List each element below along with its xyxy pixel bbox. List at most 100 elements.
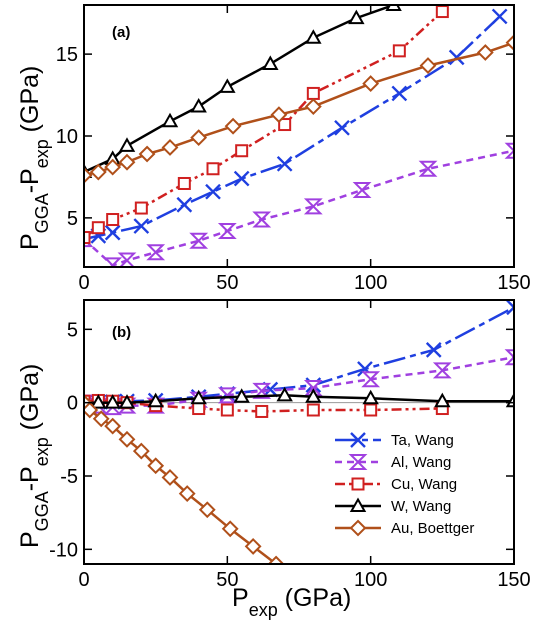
data-point-al-a <box>189 232 209 249</box>
data-point-w-b <box>190 389 207 405</box>
legend-marker-cu <box>351 477 365 491</box>
legend-label-cu: Cu, Wang <box>391 476 457 493</box>
data-point-ta-a <box>491 8 508 25</box>
y-tick-label: -5 <box>60 466 78 488</box>
series-line-ta-a <box>84 15 501 241</box>
legend-item-al: Al, Wang <box>335 454 451 471</box>
data-point-cu-a <box>177 176 191 190</box>
data-point-cu-a <box>278 118 292 132</box>
legend-marker-w <box>349 497 367 512</box>
plot-frame-b <box>83 299 515 565</box>
data-point-au-b <box>132 442 150 460</box>
data-point-au-b <box>178 485 196 503</box>
y-axis-title-b: PGGA-Pexp (GPa) <box>16 364 52 548</box>
series-line-al-a <box>84 149 514 267</box>
data-point-au-b <box>104 417 122 435</box>
data-point-al-a <box>352 182 372 199</box>
data-point-w-b <box>147 392 164 408</box>
y-tick-label: -10 <box>49 539 78 561</box>
x-tick-label: 100 <box>354 272 387 294</box>
y-tick-label: 5 <box>67 208 78 230</box>
data-point-al-b <box>303 380 323 396</box>
legend-marker-au <box>349 519 367 537</box>
data-point-cu-a <box>235 144 249 158</box>
data-point-w-b <box>233 388 250 403</box>
legend-item-au: Au, Boettger <box>335 519 474 537</box>
data-point-al-b <box>252 382 272 399</box>
data-point-au-b <box>198 501 216 519</box>
data-point-w-b <box>104 394 121 409</box>
y-ticks-a: 5 10 15 <box>56 44 514 230</box>
data-point-al-a <box>146 244 166 261</box>
series-line-w-a <box>84 5 395 174</box>
series-w-a <box>84 5 402 179</box>
data-point-al-b <box>504 349 514 366</box>
data-point-al-a <box>504 142 514 159</box>
data-point-cu-b <box>364 403 378 417</box>
x-tick-label: 0 <box>78 569 89 591</box>
data-point-au-a <box>190 129 208 147</box>
data-point-cu-b <box>220 403 234 417</box>
data-point-al-a <box>103 257 123 267</box>
x-tick-label: 50 <box>216 272 238 294</box>
data-point-w-b <box>434 392 451 408</box>
data-point-al-b <box>361 371 381 388</box>
series-au-b <box>84 394 285 564</box>
data-point-ta-a <box>104 224 121 241</box>
data-point-cu-b <box>255 404 269 418</box>
series-line-ta-b <box>84 306 514 404</box>
data-point-au-a <box>419 57 437 75</box>
data-point-w-a <box>385 5 402 11</box>
x-axis-title: Pexp (GPa) <box>232 584 351 620</box>
y-tick-label: 15 <box>56 44 78 66</box>
y-ticks-b: 5 0 -5 -10 <box>49 319 514 561</box>
data-point-ta-b <box>425 342 442 358</box>
legend-label-al: Al, Wang <box>391 454 451 471</box>
data-point-cu-a <box>91 221 105 235</box>
data-point-au-a <box>476 44 494 61</box>
data-point-w-a <box>161 112 179 128</box>
data-point-au-a <box>138 145 156 163</box>
data-point-al-a <box>117 252 137 267</box>
data-point-ta-a <box>205 183 221 200</box>
x-tick-label: 0 <box>78 272 89 294</box>
data-point-cu-a <box>392 44 406 58</box>
data-point-al-b <box>432 362 452 379</box>
data-point-al-a <box>418 160 438 177</box>
data-point-ta-a <box>133 218 150 234</box>
data-point-au-a <box>362 75 380 93</box>
x-ticks-a: 0 50 100 150 <box>78 5 531 294</box>
data-point-al-a <box>217 222 237 239</box>
y-tick-label: 0 <box>67 393 78 415</box>
data-point-au-b <box>118 430 136 448</box>
data-point-cu-a <box>106 213 120 227</box>
data-point-au-b <box>147 457 165 475</box>
legend-item-ta: Ta, Wang <box>335 432 454 449</box>
data-point-ta-a <box>334 119 350 136</box>
data-point-al-a <box>252 211 272 228</box>
legend-item-cu: Cu, Wang <box>335 476 457 493</box>
plot-frame-a <box>83 4 515 268</box>
x-ticks-b: 0 50 100 150 <box>78 300 531 591</box>
legend-marker-ta <box>350 432 366 448</box>
data-point-au-a <box>104 158 122 176</box>
y-axis-title-a: PGGA-Pexp (GPa) <box>16 66 52 250</box>
data-point-au-b <box>221 520 239 538</box>
x-tick-label: 50 <box>216 569 238 591</box>
data-point-cu-a <box>134 201 148 215</box>
data-point-w-b <box>90 394 107 409</box>
x-tick-label: 150 <box>497 569 530 591</box>
data-point-w-a <box>305 29 322 44</box>
data-point-w-a <box>348 9 365 25</box>
data-point-cu-b <box>192 402 206 416</box>
series-w-b <box>84 386 514 409</box>
legend: Ta, Wang Al, Wang Cu, Wang W, Wang Au, Boett… <box>335 432 474 537</box>
data-point-au-b <box>161 469 179 486</box>
data-point-ta-a <box>176 196 193 213</box>
data-point-au-a <box>84 166 93 184</box>
data-point-w-b <box>305 388 322 403</box>
y-tick-label: 10 <box>56 126 78 148</box>
data-point-au-b <box>267 555 285 564</box>
data-point-au-a <box>270 106 288 124</box>
